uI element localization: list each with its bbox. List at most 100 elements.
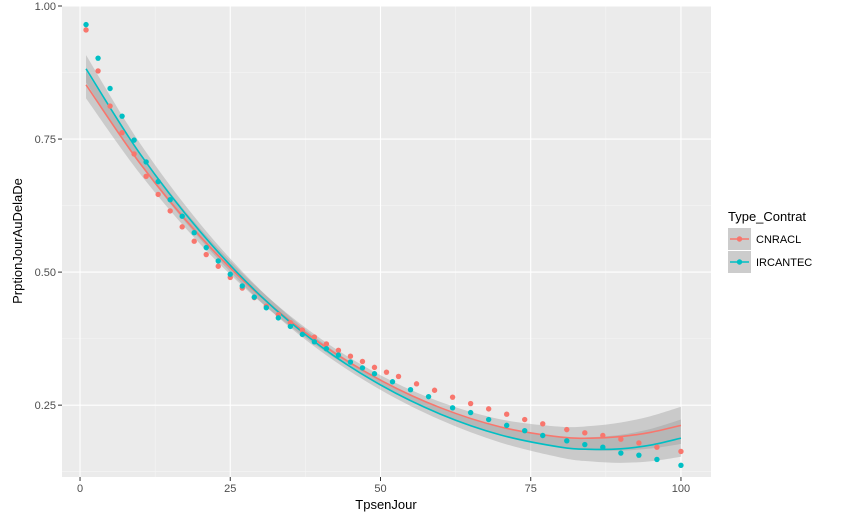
data-point-ircantec xyxy=(155,178,161,185)
data-point-ircantec xyxy=(371,371,378,377)
data-point-cnracl xyxy=(191,238,197,244)
data-point-ircantec xyxy=(179,213,185,219)
legend-label-cnracl: CNRACL xyxy=(756,234,801,246)
data-point-cnracl xyxy=(618,436,624,442)
data-point-cnracl xyxy=(371,364,378,371)
data-point-ircantec xyxy=(287,323,294,330)
data-point-cnracl xyxy=(600,432,606,439)
data-point-ircantec xyxy=(275,315,282,321)
data-point-cnracl xyxy=(179,224,185,230)
fit-line-cnracl xyxy=(85,84,682,440)
data-point-ircantec xyxy=(239,283,245,289)
data-point-ircantec xyxy=(449,405,456,411)
data-point-ircantec xyxy=(467,409,474,416)
data-point-cnracl xyxy=(449,394,456,400)
data-point-ircantec xyxy=(503,422,510,429)
data-point-ircantec xyxy=(389,379,396,385)
data-point-cnracl xyxy=(564,426,570,433)
data-point-cnracl xyxy=(95,68,101,74)
x-tick-labels: 0 25 50 75 100 xyxy=(77,483,690,495)
y-tick-label: 0.50 xyxy=(35,267,56,279)
data-point-cnracl xyxy=(654,444,660,450)
data-point-ircantec xyxy=(131,137,137,143)
y-tick-label: 1.00 xyxy=(35,1,56,13)
x-tick-label: 25 xyxy=(224,483,236,495)
data-point-cnracl xyxy=(485,406,492,412)
x-axis-title: TpsenJour xyxy=(355,497,417,512)
y-tick-label: 0.75 xyxy=(35,134,56,146)
data-point-ircantec xyxy=(564,438,570,444)
x-tick-label: 50 xyxy=(374,483,386,495)
data-point-cnracl xyxy=(119,129,125,136)
data-point-ircantec xyxy=(191,230,197,236)
data-point-ircantec xyxy=(83,21,89,28)
data-point-cnracl xyxy=(636,440,642,446)
data-point-ircantec xyxy=(359,365,366,371)
data-point-cnracl xyxy=(83,27,89,33)
panel-background xyxy=(62,6,711,477)
fit-lines xyxy=(85,68,682,451)
legend-key-point-ircantec xyxy=(736,259,743,265)
data-point-ircantec xyxy=(425,393,432,400)
data-point-ircantec xyxy=(347,359,354,365)
data-points xyxy=(83,21,684,468)
x-tick-label: 100 xyxy=(672,483,690,495)
data-point-ircantec xyxy=(107,85,113,92)
data-point-cnracl xyxy=(167,208,173,214)
data-point-ircantec xyxy=(485,416,492,423)
data-point-ircantec xyxy=(263,305,270,311)
data-point-cnracl xyxy=(540,421,546,427)
data-point-cnracl xyxy=(107,103,113,109)
data-point-ircantec xyxy=(203,244,209,251)
data-point-cnracl xyxy=(203,251,209,258)
legend-key-point-cnracl xyxy=(736,236,743,242)
data-point-ircantec xyxy=(119,113,125,119)
data-point-cnracl xyxy=(335,347,342,354)
data-point-ircantec xyxy=(215,258,221,264)
data-point-cnracl xyxy=(413,381,420,387)
data-point-ircantec xyxy=(335,352,342,358)
data-point-ircantec xyxy=(636,452,642,458)
data-point-cnracl xyxy=(467,400,474,407)
data-point-ircantec xyxy=(95,55,101,61)
data-point-cnracl xyxy=(131,151,137,157)
data-point-cnracl xyxy=(383,369,390,375)
data-point-ircantec xyxy=(251,294,257,300)
data-point-cnracl xyxy=(431,387,438,393)
y-axis-title: PrptionJourAuDelaDe xyxy=(10,178,25,304)
fit-line-ircantec xyxy=(85,68,682,451)
data-point-ircantec xyxy=(227,271,233,277)
data-point-ircantec xyxy=(654,456,660,463)
data-point-ircantec xyxy=(323,346,330,352)
major-gridlines xyxy=(62,5,711,477)
y-tick-labels: 0.25 0.50 0.75 1.00 xyxy=(35,1,56,412)
data-point-ircantec xyxy=(311,339,318,345)
data-point-ircantec xyxy=(143,159,149,165)
data-point-cnracl xyxy=(299,327,306,333)
axis-ticks xyxy=(58,5,682,481)
data-point-ircantec xyxy=(299,331,306,338)
data-point-cnracl xyxy=(359,358,366,365)
legend-label-ircantec: IRCANTEC xyxy=(756,257,812,269)
data-point-cnracl xyxy=(311,334,318,340)
data-point-cnracl xyxy=(582,430,588,436)
data-point-cnracl xyxy=(347,353,354,359)
data-point-cnracl xyxy=(287,319,294,326)
data-point-ircantec xyxy=(582,441,588,448)
data-point-cnracl xyxy=(215,263,221,269)
legend-keys: CNRACL IRCANTEC xyxy=(728,228,812,273)
data-point-ircantec xyxy=(522,428,528,434)
minor-gridlines xyxy=(62,6,711,477)
data-point-cnracl xyxy=(395,373,402,380)
data-point-cnracl xyxy=(678,448,684,455)
data-point-cnracl xyxy=(522,416,528,423)
data-point-cnracl xyxy=(503,411,510,417)
data-point-ircantec xyxy=(678,462,684,468)
data-point-cnracl xyxy=(155,191,161,198)
legend: Type_Contrat CNRACL IRCANTEC xyxy=(728,209,812,273)
y-tick-label: 0.25 xyxy=(35,400,56,412)
x-tick-label: 75 xyxy=(525,483,537,495)
data-point-ircantec xyxy=(167,197,173,203)
legend-title: Type_Contrat xyxy=(728,209,806,224)
